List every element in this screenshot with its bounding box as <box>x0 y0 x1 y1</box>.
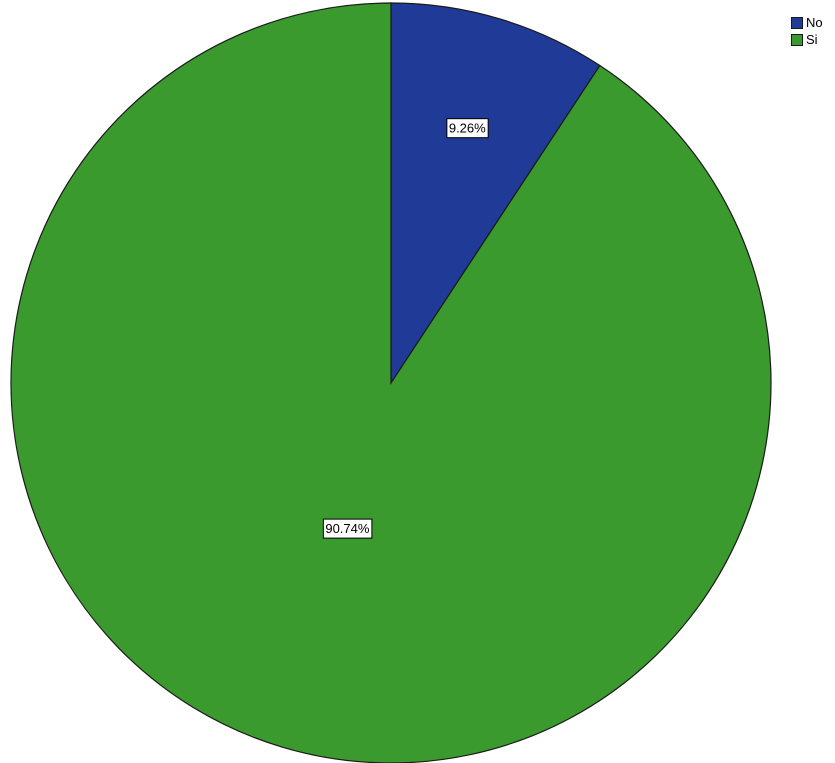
data-label-no: 9.26% <box>446 118 489 139</box>
legend-item-si: Si <box>791 31 835 48</box>
chart-legend: No Si <box>791 14 835 48</box>
legend-item-no: No <box>791 14 835 31</box>
data-label-box-no <box>446 118 489 139</box>
legend-swatch-no <box>791 16 803 29</box>
pie-data-labels: 9.26% 90.74% <box>322 118 489 539</box>
data-label-text-no: 9.26% <box>449 121 486 136</box>
legend-label-si: Si <box>806 32 818 47</box>
legend-swatch-si <box>791 33 803 46</box>
pie-slice-no <box>390 2 601 386</box>
data-label-text-si: 90.74% <box>325 521 370 536</box>
data-label-box-si <box>322 518 373 539</box>
pie-slice-si <box>10 2 772 763</box>
legend-label-no: No <box>806 15 823 30</box>
data-label-si: 90.74% <box>322 518 373 539</box>
pie-slices <box>10 2 772 763</box>
